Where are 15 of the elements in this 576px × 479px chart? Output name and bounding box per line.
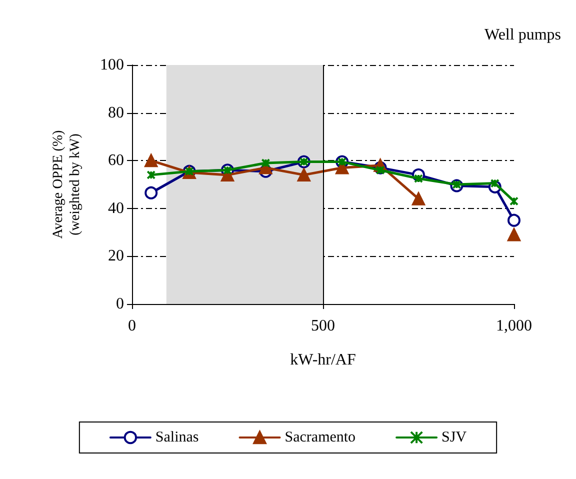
y-axis-title: Average OPPE (%) (weighted by kW) (51, 130, 83, 239)
x-axis-title: kW-hr/AF (290, 352, 356, 368)
legend-label: Sacramento (284, 430, 356, 446)
y-tick-label: 100 (100, 56, 124, 74)
y-tick-label: 40 (108, 200, 124, 217)
y-tick-label: 60 (108, 152, 124, 170)
chart-title: Well pumps (484, 26, 561, 44)
x-tick-label: 500 (311, 318, 335, 334)
x-tick-label: 1,000 (496, 318, 532, 334)
legend-label: Salinas (155, 430, 199, 446)
y-tick-label: 80 (108, 104, 124, 122)
y-tick-label: 0 (116, 296, 124, 312)
legend-label: SJV (442, 430, 467, 446)
y-tick-label: 20 (108, 248, 124, 265)
x-tick-label: 0 (128, 318, 136, 334)
